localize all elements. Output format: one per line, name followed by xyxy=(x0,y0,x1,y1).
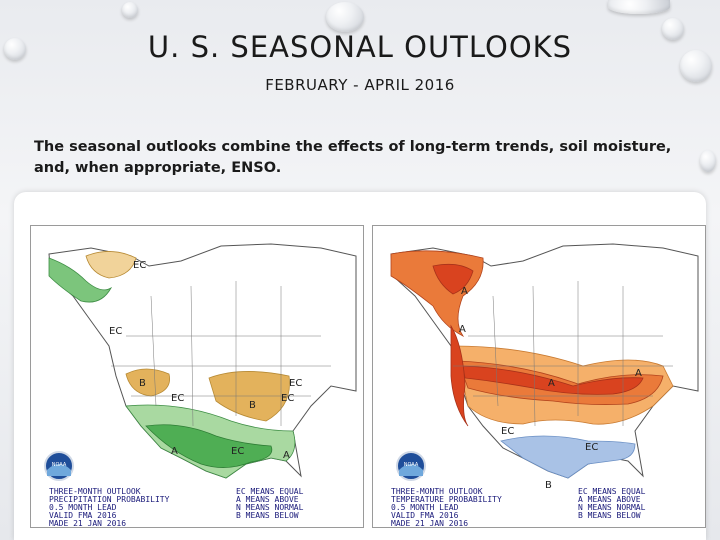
map-caption-line: PRECIPITATION PROBABILITY xyxy=(49,495,170,504)
map-label: EC xyxy=(231,446,244,457)
slide-title: U. S. SEASONAL OUTLOOKS xyxy=(147,30,573,64)
svg-text:NOAA: NOAA xyxy=(52,462,67,468)
map-label: B xyxy=(139,378,146,389)
map-label: EC xyxy=(133,260,146,271)
water-drop-decoration xyxy=(326,2,364,32)
below-region-northwest xyxy=(125,368,170,397)
map-legend-line: B MEANS BELOW xyxy=(578,511,641,520)
map-caption-line: VALID FMA 2016 xyxy=(49,511,117,520)
map-label: A xyxy=(283,450,290,461)
svg-text:NOAA: NOAA xyxy=(404,462,419,468)
map-caption-line: MADE 21 JAN 2016 xyxy=(391,519,468,528)
map-caption-line: 0.5 MONTH LEAD xyxy=(391,503,459,512)
water-drop-decoration xyxy=(662,18,684,40)
map-label: A xyxy=(461,286,468,297)
map-legend-line: B MEANS BELOW xyxy=(236,511,299,520)
noaa-logo: NOAA xyxy=(44,451,74,481)
water-drop-decoration xyxy=(680,50,712,82)
above-region-north-core xyxy=(462,365,644,395)
map-legend-line: N MEANS NORMAL xyxy=(236,503,304,512)
water-drop-decoration xyxy=(4,38,26,60)
above-region-alaska-core xyxy=(432,263,474,295)
above-region-south-core xyxy=(145,424,273,468)
map-caption-line: 0.5 MONTH LEAD xyxy=(49,503,117,512)
map-legend-line: A MEANS ABOVE xyxy=(578,495,641,504)
map-caption-line: TEMPERATURE PROBABILITY xyxy=(391,495,502,504)
map-legend-line: EC MEANS EQUAL xyxy=(578,487,646,496)
noaa-logo: NOAA xyxy=(396,451,426,481)
map-label: EC xyxy=(501,426,514,437)
slide-subtitle: FEBRUARY - APRIL 2016 xyxy=(265,76,455,94)
slide-description: The seasonal outlooks combine the effect… xyxy=(34,139,672,176)
water-drop-decoration xyxy=(700,150,716,172)
map-label: A xyxy=(171,446,178,457)
map-legend-line: N MEANS NORMAL xyxy=(578,503,646,512)
map-label: B xyxy=(545,480,552,491)
map-caption-line: VALID FMA 2016 xyxy=(391,511,459,520)
map-label: A xyxy=(548,378,555,389)
map-caption-line: THREE-MONTH OUTLOOK xyxy=(49,487,141,496)
map-label: EC xyxy=(585,442,598,453)
map-legend-line: A MEANS ABOVE xyxy=(236,495,299,504)
temperature-outlook-map: A A A A EC EC B NOAA THREE-MONTH OUTLOOK… xyxy=(372,225,706,528)
below-region-south xyxy=(500,435,636,479)
water-drop-decoration xyxy=(608,0,670,14)
above-region-alaska xyxy=(48,257,113,303)
above-region-west-coast xyxy=(450,324,469,427)
map-label: A xyxy=(635,368,642,379)
map-label: A xyxy=(459,324,466,335)
water-drop-decoration xyxy=(122,2,138,18)
map-legend-line: EC MEANS EQUAL xyxy=(236,487,304,496)
map-label: EC xyxy=(171,393,184,404)
map-caption-line: THREE-MONTH OUTLOOK xyxy=(391,487,483,496)
below-region-alaska xyxy=(85,251,137,279)
map-label: EC xyxy=(289,378,302,389)
map-label: EC xyxy=(281,393,294,404)
map-label: B xyxy=(249,400,256,411)
precipitation-outlook-map: EC EC B EC B EC EC A A EC NOAA THREE-MON… xyxy=(30,225,364,528)
map-label: EC xyxy=(109,326,122,337)
map-caption-line: MADE 21 JAN 2016 xyxy=(49,519,126,528)
